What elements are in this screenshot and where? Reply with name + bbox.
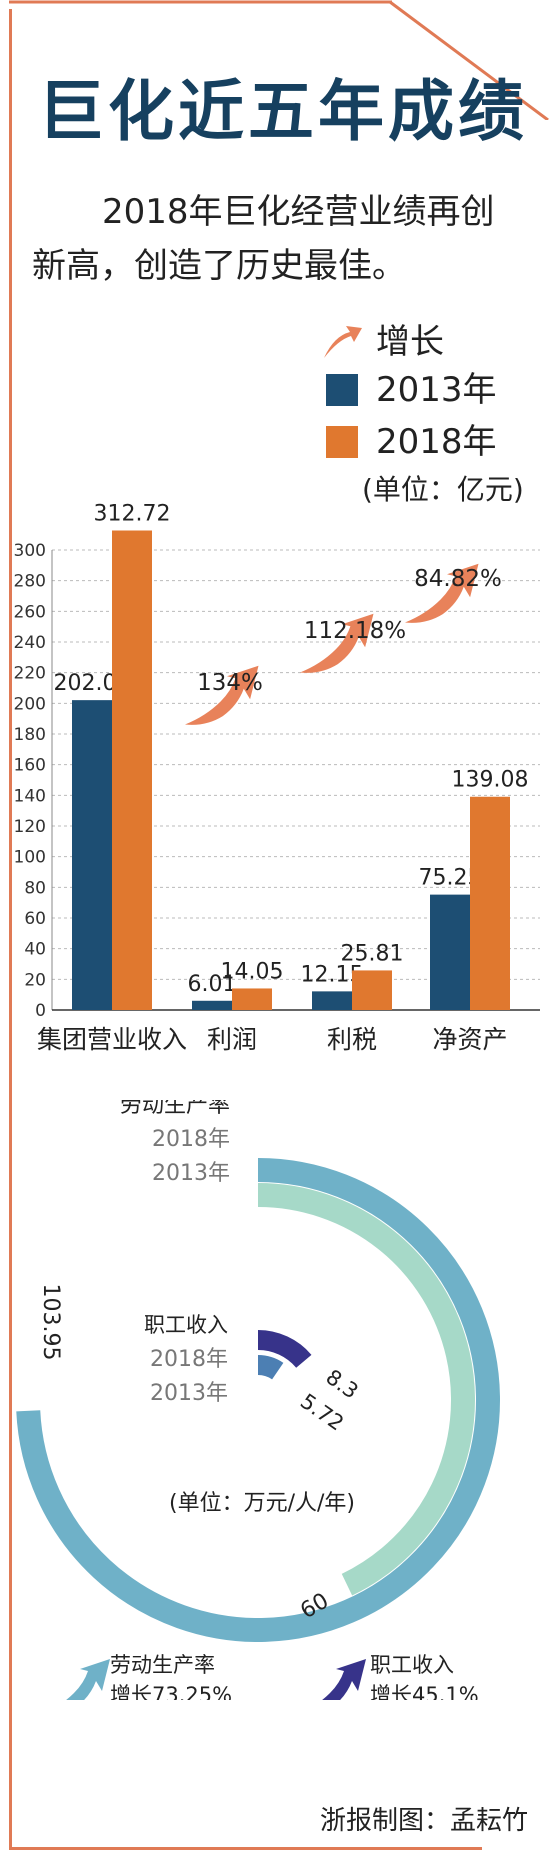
productivity-growth-arrow-shape bbox=[66, 1659, 110, 1700]
y-tick-label-2: 40 bbox=[24, 940, 46, 960]
bar-chart: 0 20 40 60 80 100 120 140 160 180 200 220 240 260 280 3… bbox=[14, 501, 540, 1054]
donut-chart: 劳动生产率2018年2013年职工收入2018年2013年103.95608.3… bbox=[16, 1100, 500, 1700]
y-tick-label-10: 200 bbox=[14, 694, 46, 714]
x-category-label-3: 净资产 bbox=[432, 1025, 507, 1054]
productivity-arc-0 bbox=[16, 1158, 500, 1642]
growth-arrow-icon bbox=[324, 326, 362, 358]
legend-swatch-2013 bbox=[326, 374, 358, 406]
bar-0-1 bbox=[112, 530, 152, 1010]
bar-value-label-1-1: 14.05 bbox=[221, 959, 284, 984]
frame-border bbox=[9, 9, 482, 1850]
growth-arrow-1 bbox=[185, 665, 259, 725]
bar-1-0 bbox=[192, 1000, 232, 1010]
bar-value-label-2-1: 25.81 bbox=[341, 941, 404, 966]
bar-2-1 bbox=[352, 970, 392, 1010]
growth-arrow-2-shape bbox=[300, 613, 374, 673]
income-growth-arrow bbox=[322, 1659, 366, 1700]
x-category-label-2: 利税 bbox=[327, 1025, 377, 1054]
bar-3-1 bbox=[470, 796, 510, 1010]
legend-2013-label: 2013年 bbox=[376, 370, 497, 410]
y-tick-label-9: 180 bbox=[14, 725, 46, 745]
bar-2-0 bbox=[312, 991, 352, 1010]
bar-3-0 bbox=[430, 894, 470, 1010]
credit: 浙报制图：孟耘竹 bbox=[319, 1806, 528, 1836]
productivity-growth-title: 劳动生产率 bbox=[110, 1653, 215, 1677]
frame-corner bbox=[9, 0, 549, 120]
productivity-arc-1 bbox=[257, 1183, 475, 1596]
y-tick-label-14: 280 bbox=[14, 572, 46, 592]
x-category-label-0: 集团营业收入 bbox=[37, 1025, 187, 1054]
growth-label-1: 134% bbox=[197, 670, 263, 696]
income-year-2018: 2018年 bbox=[150, 1347, 228, 1372]
income-year-2013: 2013年 bbox=[150, 1381, 228, 1406]
growth-arrow-2 bbox=[300, 613, 374, 673]
productivity-year-2013: 2013年 bbox=[152, 1161, 230, 1186]
legend-2018-label: 2018年 bbox=[376, 422, 497, 462]
y-tick-label-11: 220 bbox=[14, 664, 46, 684]
y-tick-label-1: 20 bbox=[24, 970, 46, 990]
y-tick-label-4: 80 bbox=[24, 878, 46, 898]
y-tick-label-6: 120 bbox=[14, 817, 46, 837]
bar-value-label-1-0: 6.01 bbox=[188, 972, 237, 997]
legend-swatch-2018 bbox=[326, 426, 358, 458]
income-arc-1 bbox=[257, 1355, 284, 1380]
bar-1-1 bbox=[232, 988, 272, 1010]
page-subtitle: 2018年巨化经营业绩再创新高，创造了历史最佳。 bbox=[32, 192, 495, 286]
bar-unit-label: (单位：亿元) bbox=[362, 473, 524, 506]
bar-value-label-0-1: 312.72 bbox=[94, 501, 171, 526]
bar-0-0 bbox=[72, 700, 112, 1010]
growth-arrow-3-shape bbox=[405, 563, 479, 623]
y-tick-label-12: 240 bbox=[14, 633, 46, 653]
productivity-value-2018: 103.95 bbox=[38, 1284, 63, 1361]
y-tick-label-8: 160 bbox=[14, 756, 46, 776]
bar-value-label-3-1: 139.08 bbox=[452, 768, 529, 793]
y-tick-label-7: 140 bbox=[14, 786, 46, 806]
growth-label-2: 112.18% bbox=[304, 618, 406, 644]
y-tick-label-0: 0 bbox=[35, 1001, 46, 1021]
income-value-2018: 8.3 bbox=[321, 1365, 362, 1404]
y-tick-label-3: 60 bbox=[24, 909, 46, 929]
growth-arrow-1-shape bbox=[185, 665, 259, 725]
income-growth-value: 增长45.1% bbox=[370, 1683, 479, 1700]
productivity-growth-value: 增长73.25% bbox=[110, 1683, 232, 1700]
legend-growth-label: 增长 bbox=[376, 322, 444, 362]
y-tick-label-5: 100 bbox=[14, 848, 46, 868]
productivity-growth-arrow bbox=[66, 1659, 110, 1700]
y-tick-label-15: 300 bbox=[14, 541, 46, 561]
growth-label-3: 84.82% bbox=[414, 566, 502, 592]
income-arc-0 bbox=[257, 1330, 312, 1369]
productivity-year-2018: 2018年 bbox=[152, 1127, 230, 1152]
productivity-title: 劳动生产率 bbox=[120, 1100, 230, 1118]
x-category-label-1: 利润 bbox=[207, 1025, 257, 1054]
y-tick-label-13: 260 bbox=[14, 602, 46, 622]
page-title: 巨化近五年成绩 bbox=[38, 73, 528, 150]
income-title: 职工收入 bbox=[144, 1313, 228, 1337]
growth-arrow-3 bbox=[405, 563, 479, 623]
income-growth-title: 职工收入 bbox=[370, 1653, 454, 1677]
donut-unit-label: (单位：万元/人/年) bbox=[169, 1491, 355, 1516]
income-growth-arrow-shape bbox=[322, 1659, 366, 1700]
